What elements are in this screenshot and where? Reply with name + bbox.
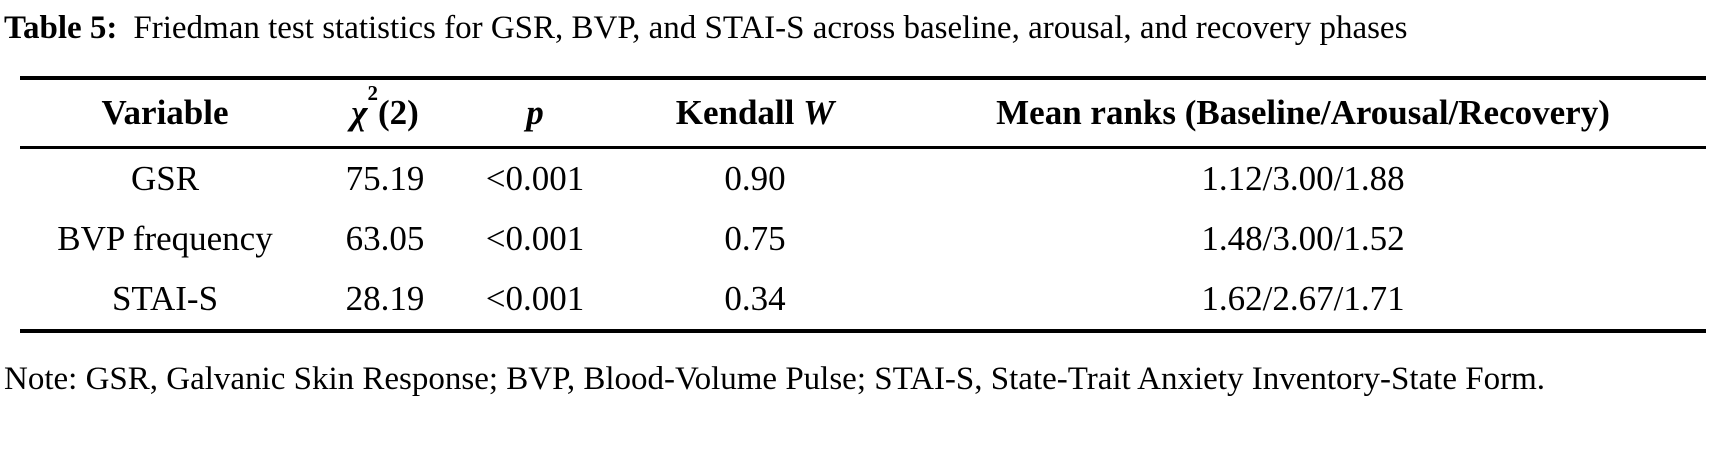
cell-chi2: 63.05: [345, 219, 425, 258]
table-note: Note: GSR, Galvanic Skin Response; BVP, …: [4, 361, 1545, 397]
kendall-w-symbol: W: [803, 93, 835, 132]
col-header-variable: Variable: [20, 78, 310, 149]
col-header-chi-squared: χ2(2): [310, 78, 460, 149]
chi-df: (2): [377, 93, 419, 132]
cell-p: <0.001: [485, 279, 585, 318]
cell-variable: BVP frequency: [57, 219, 273, 258]
col-header-kendall-w: Kendall W: [610, 78, 900, 149]
table-header: Variable χ2(2) p Kendall W Mean ranks (B…: [20, 78, 1706, 149]
table-caption-label: Table 5:: [4, 10, 118, 46]
table-caption: Table 5: Friedman test statistics for GSR…: [4, 6, 1723, 50]
table-caption-text: Friedman test statistics for GSR, BVP, a…: [133, 10, 1408, 46]
table-body: GSR 75.19 <0.001 0.90 1.12/3.00/1.88 BVP…: [20, 148, 1706, 332]
cell-mean-ranks: 1.48/3.00/1.52: [1201, 219, 1405, 258]
cell-variable: STAI-S: [111, 279, 219, 318]
kendall-label: Kendall: [675, 93, 804, 132]
table-row-bvp-frequency: BVP frequency 63.05 <0.001 0.75 1.48/3.0…: [20, 209, 1706, 269]
cell-p: <0.001: [485, 159, 585, 198]
table-row-stai-s: STAI-S 28.19 <0.001 0.34 1.62/2.67/1.71: [20, 269, 1706, 331]
chi-superscript: 2: [367, 80, 378, 105]
cell-chi2: 75.19: [345, 159, 425, 198]
cell-mean-ranks: 1.12/3.00/1.88: [1201, 159, 1405, 198]
cell-chi2: 28.19: [345, 279, 425, 318]
cell-mean-ranks: 1.62/2.67/1.71: [1201, 279, 1405, 318]
cell-kendall-w: 0.90: [724, 159, 786, 198]
cell-kendall-w: 0.75: [724, 219, 786, 258]
chi-symbol: χ: [351, 93, 368, 132]
col-header-p: p: [460, 78, 610, 149]
cell-p: <0.001: [485, 219, 585, 258]
paper-table-figure: Table 5: Friedman test statistics for GSR…: [4, 6, 1723, 397]
col-header-mean-ranks: Mean ranks (Baseline/Arousal/Recovery): [900, 78, 1706, 149]
cell-kendall-w: 0.34: [724, 279, 786, 318]
friedman-stats-table: Variable χ2(2) p Kendall W Mean ranks (B…: [20, 76, 1706, 333]
header-row: Variable χ2(2) p Kendall W Mean ranks (B…: [20, 78, 1706, 149]
cell-variable: GSR: [130, 159, 200, 198]
table-row-gsr: GSR 75.19 <0.001 0.90 1.12/3.00/1.88: [20, 148, 1706, 210]
